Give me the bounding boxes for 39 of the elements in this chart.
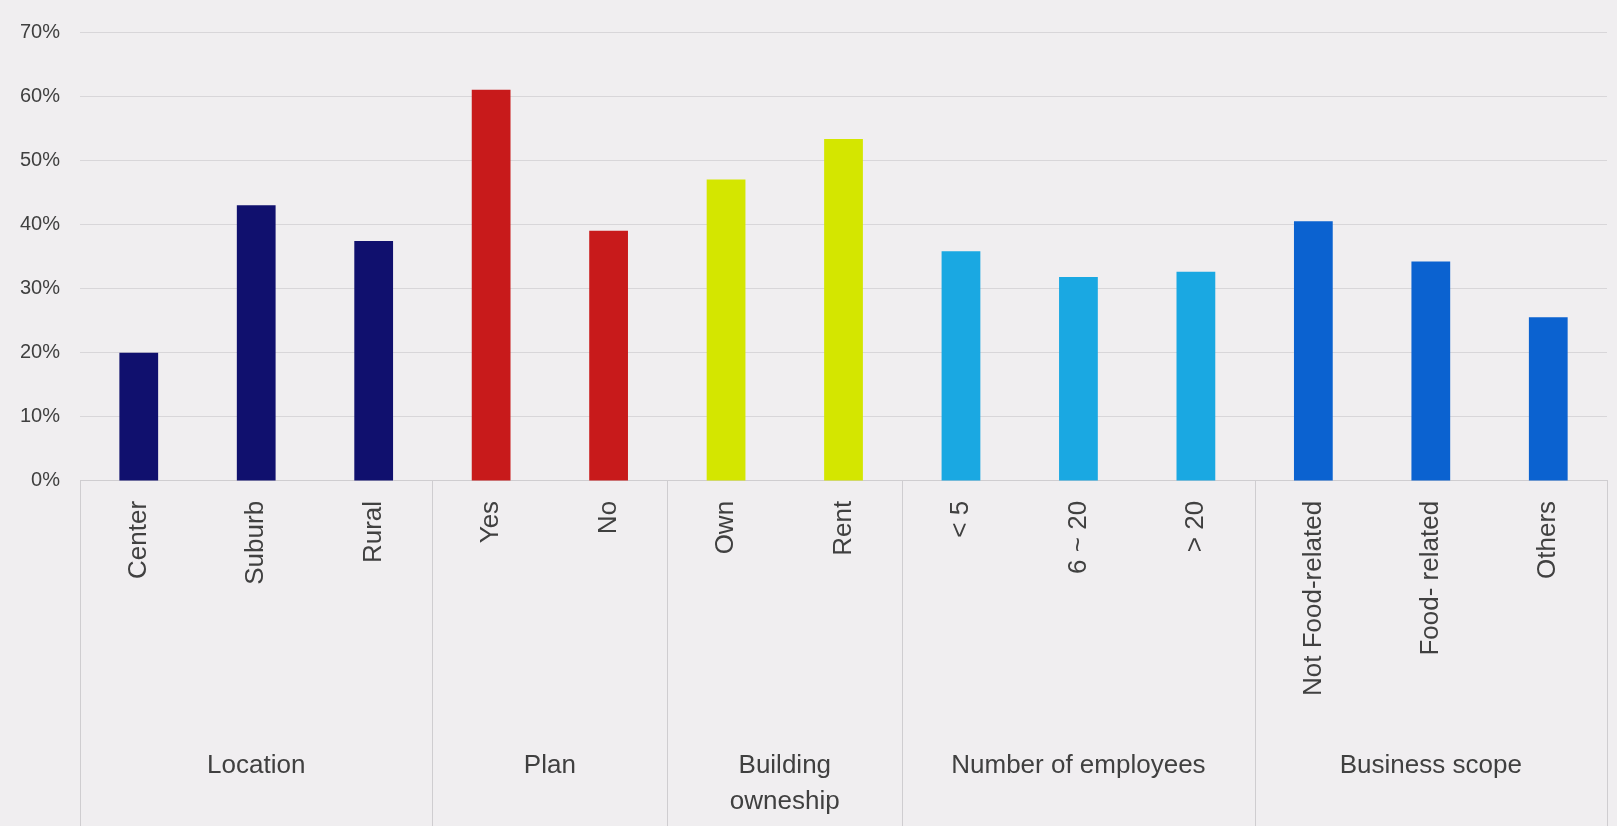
text: Location — [207, 749, 306, 780]
bar — [1176, 271, 1216, 481]
x-tick-label: Rent — [826, 500, 857, 556]
x-tick-label: Center — [121, 500, 152, 579]
x-tick-label: > 20 — [1179, 500, 1210, 553]
bar — [589, 230, 628, 481]
x-tick-label: Suburb — [239, 500, 270, 585]
text: Building owneship — [729, 749, 840, 816]
y-tick-label: 20% — [20, 340, 61, 363]
y-tick-label: 10% — [20, 404, 61, 427]
y-tick-label: 40% — [20, 211, 61, 234]
bar — [706, 179, 746, 481]
text: Number of employees — [951, 749, 1206, 780]
bar — [354, 241, 394, 481]
y-tick-label: 60% — [20, 83, 61, 106]
bar — [941, 251, 981, 481]
y-tick-label: 30% — [20, 276, 61, 299]
x-tick-label: 6 ~ 20 — [1061, 500, 1092, 574]
x-tick-label: < 5 — [944, 500, 975, 538]
bar — [1293, 221, 1333, 481]
bar — [1411, 261, 1451, 481]
x-tick-label: Yes — [474, 500, 505, 544]
y-tick-label: 0% — [31, 468, 61, 491]
bar — [1059, 276, 1098, 481]
bar — [119, 352, 159, 481]
x-tick-label: Others — [1531, 500, 1562, 579]
text: Business scope — [1339, 749, 1522, 780]
x-tick-label: Food- related — [1413, 500, 1444, 656]
y-tick-label: 50% — [20, 147, 61, 170]
x-tick-label: Own — [709, 500, 740, 555]
bar — [1528, 317, 1568, 481]
bar — [471, 89, 511, 481]
x-tick-label: Rural — [356, 500, 387, 564]
x-tick-label: Not Food-related — [1296, 500, 1327, 697]
bar — [824, 139, 863, 481]
bar — [236, 205, 276, 481]
x-tick-label: No — [591, 500, 622, 535]
y-tick-label: 70% — [20, 19, 61, 42]
text: Plan — [523, 749, 576, 780]
